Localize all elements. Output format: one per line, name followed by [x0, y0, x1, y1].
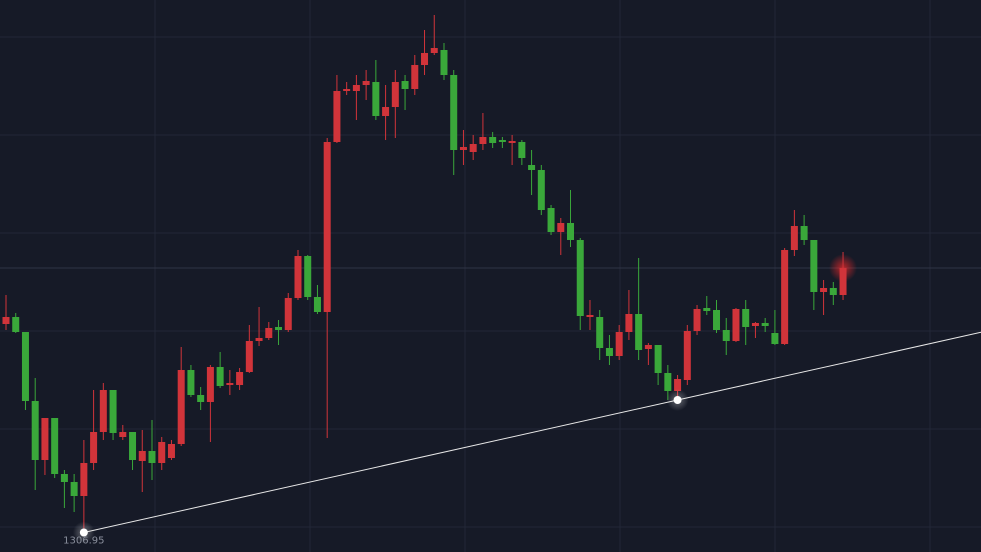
candle-body	[713, 310, 721, 330]
candle-body	[197, 395, 205, 402]
candle-body	[60, 474, 68, 482]
candle-body	[761, 323, 769, 326]
candle-body	[635, 314, 643, 350]
trendline-anchor	[673, 396, 682, 404]
candle-body	[751, 323, 759, 326]
candle-body	[576, 240, 584, 316]
trendline-anchor	[79, 528, 88, 537]
candle-body	[343, 89, 351, 91]
candle-body	[644, 345, 652, 349]
candle-body	[2, 317, 10, 324]
candle-body	[430, 48, 438, 53]
candle-body	[99, 390, 107, 432]
candle-body	[382, 107, 390, 116]
candle-body	[391, 82, 399, 107]
candle-body	[119, 432, 127, 437]
candle-body	[167, 444, 175, 458]
candle-body	[333, 91, 341, 142]
candle-body	[683, 331, 691, 380]
candle-body	[265, 328, 273, 338]
candle-body	[411, 65, 419, 89]
candle-body	[12, 317, 20, 332]
candle-body	[528, 165, 536, 170]
candle-body	[323, 142, 331, 312]
candle-body	[703, 308, 711, 311]
candle-body	[41, 418, 49, 460]
candle-body	[206, 367, 214, 402]
candle-body	[625, 314, 633, 332]
candle-body	[294, 256, 302, 298]
candle-body	[313, 297, 321, 312]
candle-body	[440, 50, 448, 75]
candle-body	[839, 268, 847, 295]
candle-body	[216, 367, 224, 386]
candle-body	[90, 432, 98, 463]
candle-body	[421, 53, 429, 65]
candle-body	[674, 379, 682, 391]
candle-body	[820, 288, 828, 292]
candle-body	[557, 223, 565, 232]
candle-body	[615, 332, 623, 356]
candle-body	[596, 317, 604, 348]
candle-body	[508, 141, 516, 143]
candle-body	[722, 330, 730, 341]
candle-body	[284, 298, 292, 330]
candle-body	[129, 432, 137, 460]
candle-body	[148, 451, 156, 463]
candle-body	[187, 370, 195, 395]
candle-body	[693, 309, 701, 331]
candle-body	[469, 144, 477, 152]
candle-body	[31, 401, 39, 460]
candle-body	[498, 140, 506, 142]
candle-body	[255, 338, 263, 341]
candle-body	[21, 332, 29, 401]
candle-body	[138, 451, 146, 461]
candle-body	[586, 315, 594, 317]
candle-body	[51, 418, 59, 474]
candle-body	[537, 170, 545, 210]
candle-body	[489, 137, 497, 143]
candle-body	[742, 309, 750, 327]
candle-body	[401, 81, 409, 89]
candle-body	[362, 81, 370, 85]
candle-body	[518, 142, 526, 158]
candle-body	[352, 85, 360, 91]
candle-body	[800, 226, 808, 240]
candle-body	[664, 373, 672, 391]
candle-body	[732, 309, 740, 341]
candle-body	[177, 370, 185, 444]
candle-body	[771, 333, 779, 344]
candle-body	[654, 345, 662, 373]
candle-body	[790, 226, 798, 250]
candle-body	[304, 256, 312, 297]
candle-body	[80, 463, 88, 496]
candle-body	[829, 288, 837, 295]
anchor-price-label: 1306.95	[63, 536, 104, 547]
candle-body	[459, 147, 467, 150]
candle-body	[479, 137, 487, 144]
candle-body	[810, 240, 818, 292]
candle-body	[450, 75, 458, 150]
candle-body	[70, 482, 78, 496]
candle-body	[158, 442, 166, 463]
candle-body	[236, 372, 244, 385]
candle-body	[226, 383, 234, 385]
candle-body	[372, 82, 380, 116]
candle-body	[781, 250, 789, 344]
candle-body	[605, 348, 613, 356]
trendline	[83, 331, 981, 533]
candle-body	[245, 341, 253, 372]
candle-body	[275, 327, 283, 330]
candle-body	[547, 208, 555, 232]
candle-body	[109, 390, 117, 433]
candle-body	[567, 223, 575, 240]
